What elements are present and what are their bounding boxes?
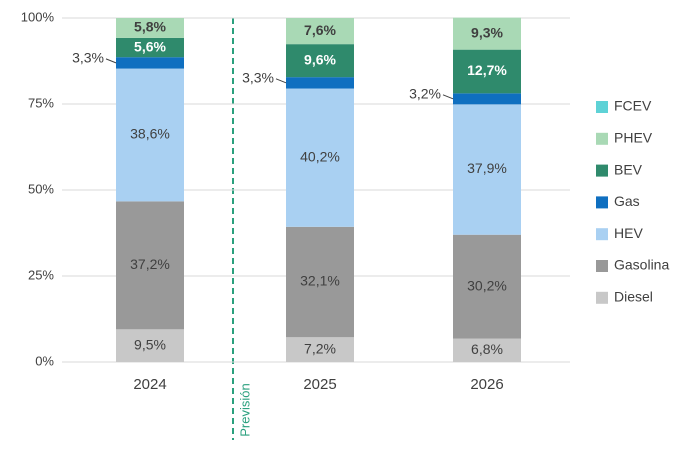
data-label: 3,3% — [242, 70, 274, 86]
data-label: 9,6% — [304, 51, 336, 67]
y-tick-label: 0% — [35, 353, 54, 368]
x-tick-label: 2026 — [470, 376, 503, 393]
legend-label: HEV — [614, 225, 643, 241]
bar-segment — [116, 57, 184, 69]
data-label: 40,2% — [300, 148, 340, 164]
y-tick-label: 75% — [28, 95, 54, 110]
legend-swatch — [596, 132, 608, 145]
bar-segment — [116, 329, 184, 362]
bar-segment — [286, 77, 354, 89]
legend-swatch — [596, 291, 608, 304]
data-label: 5,8% — [134, 19, 166, 35]
legend-label: Gas — [614, 193, 640, 209]
bar-segment — [286, 18, 354, 45]
forecast-label: Previsión — [237, 383, 252, 436]
data-label: 32,1% — [300, 273, 340, 289]
x-tick-label: 2025 — [303, 376, 336, 393]
data-label: 9,3% — [471, 24, 503, 40]
bar-segment — [116, 37, 184, 58]
data-label: 30,2% — [467, 277, 507, 293]
label-leader — [275, 78, 287, 84]
data-label: 7,2% — [304, 340, 336, 356]
bar-segment — [286, 44, 354, 78]
bar-segment — [453, 49, 521, 94]
bar-segment — [286, 226, 354, 338]
legend-label: BEV — [614, 161, 643, 177]
bar-segment — [116, 18, 184, 38]
label-leader — [442, 94, 454, 100]
data-label: 7,6% — [304, 22, 336, 38]
data-label: 6,8% — [471, 341, 503, 357]
legend-label: PHEV — [614, 130, 653, 146]
y-tick-label: 50% — [28, 181, 54, 196]
bar-segment — [286, 337, 354, 362]
legend-swatch — [596, 228, 608, 241]
data-label: 37,9% — [467, 160, 507, 176]
data-label: 5,6% — [134, 38, 166, 54]
legend-label: Diesel — [614, 289, 653, 305]
bar-segment — [116, 68, 184, 202]
data-label: 3,3% — [72, 50, 104, 66]
legend-swatch — [596, 260, 608, 272]
bar-segment — [453, 234, 521, 339]
data-label: 3,2% — [409, 86, 441, 102]
y-tick-label: 25% — [28, 267, 54, 282]
x-tick-label: 2024 — [133, 376, 166, 393]
data-label: 37,2% — [130, 256, 170, 272]
legend-label: Gasolina — [614, 257, 669, 273]
data-label: 12,7% — [467, 62, 507, 78]
bar-segment — [453, 17, 521, 50]
bar-segment — [453, 338, 521, 362]
legend-swatch — [596, 101, 608, 113]
label-leader — [105, 58, 117, 64]
bar-segment — [453, 104, 521, 235]
y-tick-label: 100% — [21, 9, 55, 24]
data-label: 38,6% — [130, 126, 170, 142]
bar-segment — [286, 88, 354, 227]
legend-swatch — [596, 196, 608, 209]
bar-segment — [116, 201, 184, 330]
legend-label: FCEV — [614, 98, 652, 114]
data-label: 9,5% — [134, 336, 166, 352]
bar-segment — [453, 93, 521, 105]
legend-swatch — [596, 164, 608, 177]
